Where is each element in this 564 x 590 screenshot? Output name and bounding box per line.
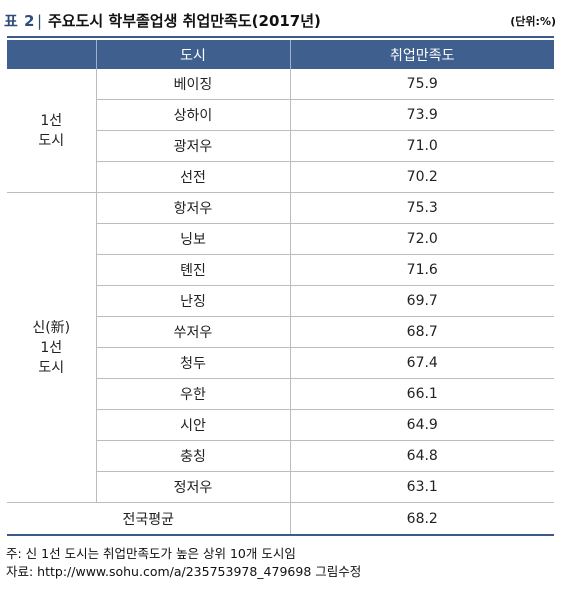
table-row: 닝보 72.0 <box>7 223 554 255</box>
table-row: 선전 70.2 <box>7 161 554 193</box>
total-row: 전국평균 68.2 <box>7 502 554 536</box>
group-label-tier1: 1선 도시 <box>7 69 97 193</box>
city-cell: 닝보 <box>96 223 291 255</box>
title-separator: | <box>36 12 43 30</box>
value-cell: 71.0 <box>290 130 554 162</box>
table-notes: 주: 신 1선 도시는 취업만족도가 높은 상위 10개 도시임 자료: htt… <box>6 545 361 581</box>
table-number-text: 표 2 <box>4 12 35 30</box>
table-row: 우한 66.1 <box>7 378 554 410</box>
total-value: 68.2 <box>290 502 554 536</box>
city-cell: 항저우 <box>96 192 291 224</box>
table-title-row: 표 2 | 주요도시 학부졸업생 취업만족도(2017년) (단위:%) <box>4 6 556 34</box>
header-group <box>7 40 97 69</box>
city-cell: 청두 <box>96 347 291 379</box>
city-cell: 광저우 <box>96 130 291 162</box>
value-cell: 68.7 <box>290 316 554 348</box>
table-row: 난징 69.7 <box>7 285 554 317</box>
header-city: 도시 <box>96 40 291 69</box>
value-cell: 67.4 <box>290 347 554 379</box>
value-cell: 66.1 <box>290 378 554 410</box>
value-cell: 64.8 <box>290 440 554 472</box>
value-cell: 75.9 <box>290 69 554 100</box>
table-row: 톈진 71.6 <box>7 254 554 286</box>
value-cell: 70.2 <box>290 161 554 193</box>
table-row: 정저우 63.1 <box>7 471 554 503</box>
table-row: 쑤저우 68.7 <box>7 316 554 348</box>
top-rule <box>7 36 554 38</box>
total-label: 전국평균 <box>7 502 291 536</box>
group-label-line: 신(新) <box>32 319 71 336</box>
unit-label: (단위:%) <box>510 15 556 28</box>
city-cell: 선전 <box>96 161 291 193</box>
value-cell: 71.6 <box>290 254 554 286</box>
group-label-line: 도시 <box>38 359 65 376</box>
group-label-new-tier1: 신(新) 1선 도시 <box>7 192 97 503</box>
value-cell: 63.1 <box>290 471 554 503</box>
value-cell: 72.0 <box>290 223 554 255</box>
table-row: 충칭 64.8 <box>7 440 554 472</box>
table-row: 상하이 73.9 <box>7 99 554 131</box>
table-row: 1선 도시 베이징 75.9 <box>7 69 554 193</box>
value-cell: 64.9 <box>290 409 554 441</box>
city-cell: 상하이 <box>96 99 291 131</box>
city-cell: 베이징 <box>96 69 291 100</box>
source-note: 자료: http://www.sohu.com/a/235753978_4796… <box>6 564 362 579</box>
footnote: 주: 신 1선 도시는 취업만족도가 높은 상위 10개 도시임 <box>6 546 296 561</box>
header-satisfaction: 취업만족도 <box>290 40 554 69</box>
table-row: 청두 67.4 <box>7 347 554 379</box>
table-title: 주요도시 학부졸업생 취업만족도(2017년) <box>48 12 321 30</box>
satisfaction-table: 도시 취업만족도 1선 도시 베이징 75.9 상하이 73.9 광저우 71.… <box>7 40 554 536</box>
group-label-line: 1선 <box>40 112 63 129</box>
city-cell: 시안 <box>96 409 291 441</box>
city-cell: 충칭 <box>96 440 291 472</box>
header-row: 도시 취업만족도 <box>7 40 554 69</box>
value-cell: 69.7 <box>290 285 554 317</box>
city-cell: 정저우 <box>96 471 291 503</box>
group-label-line: 도시 <box>38 132 65 149</box>
city-cell: 난징 <box>96 285 291 317</box>
table-row: 신(新) 1선 도시 항저우 75.3 <box>7 192 554 503</box>
city-cell: 쑤저우 <box>96 316 291 348</box>
table-row: 시안 64.9 <box>7 409 554 441</box>
table-row: 광저우 71.0 <box>7 130 554 162</box>
city-cell: 우한 <box>96 378 291 410</box>
value-cell: 75.3 <box>290 192 554 224</box>
value-cell: 73.9 <box>290 99 554 131</box>
group-label-line: 1선 <box>40 339 63 356</box>
city-cell: 톈진 <box>96 254 291 286</box>
table-number: 표 2 | <box>4 10 43 31</box>
